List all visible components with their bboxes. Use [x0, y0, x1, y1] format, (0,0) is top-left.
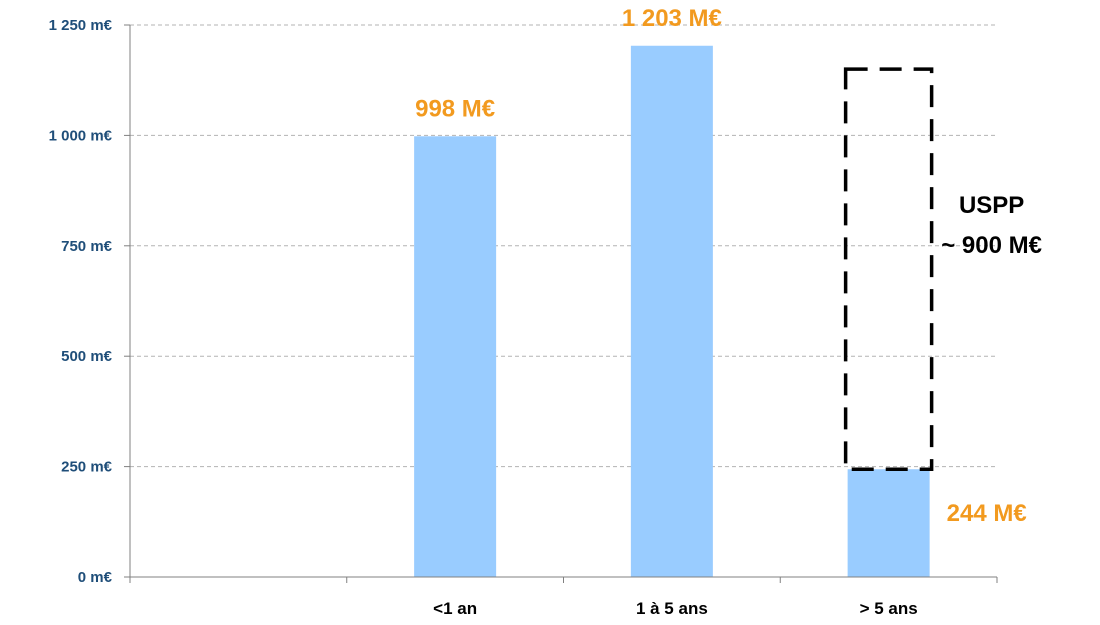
bar	[414, 136, 497, 577]
bars	[414, 45, 930, 578]
annotation: USPP ~ 900 M€	[843, 67, 1042, 471]
y-tick-label: 250 m€	[61, 459, 113, 476]
y-tick-label: 0 m€	[78, 569, 113, 586]
data-label: 244 M€	[947, 500, 1027, 527]
x-tick-label: 1 à 5 ans	[636, 599, 708, 618]
data-label: 1 203 M€	[622, 5, 722, 32]
gridlines	[130, 24, 997, 468]
y-tick-label: 1 000 m€	[49, 127, 113, 144]
y-tick-label: 500 m€	[61, 348, 113, 365]
bar	[630, 45, 713, 578]
y-tick-label: 1 250 m€	[49, 17, 113, 34]
labels: 0 m€ 250 m€ 500 m€ 750 m€ 1 000 m€ 1 250 m€ <1…	[49, 5, 1027, 618]
axes	[124, 24, 998, 583]
x-tick-label: > 5 ans	[860, 599, 918, 618]
x-tick-label: <1 an	[433, 599, 477, 618]
annotation-box	[843, 67, 934, 471]
y-tick-label: 750 m€	[61, 238, 113, 255]
data-label: 998 M€	[415, 95, 495, 122]
bar	[847, 469, 930, 577]
annotation-label: ~ 900 M€	[941, 232, 1042, 259]
annotation-label: USPP	[959, 192, 1024, 219]
